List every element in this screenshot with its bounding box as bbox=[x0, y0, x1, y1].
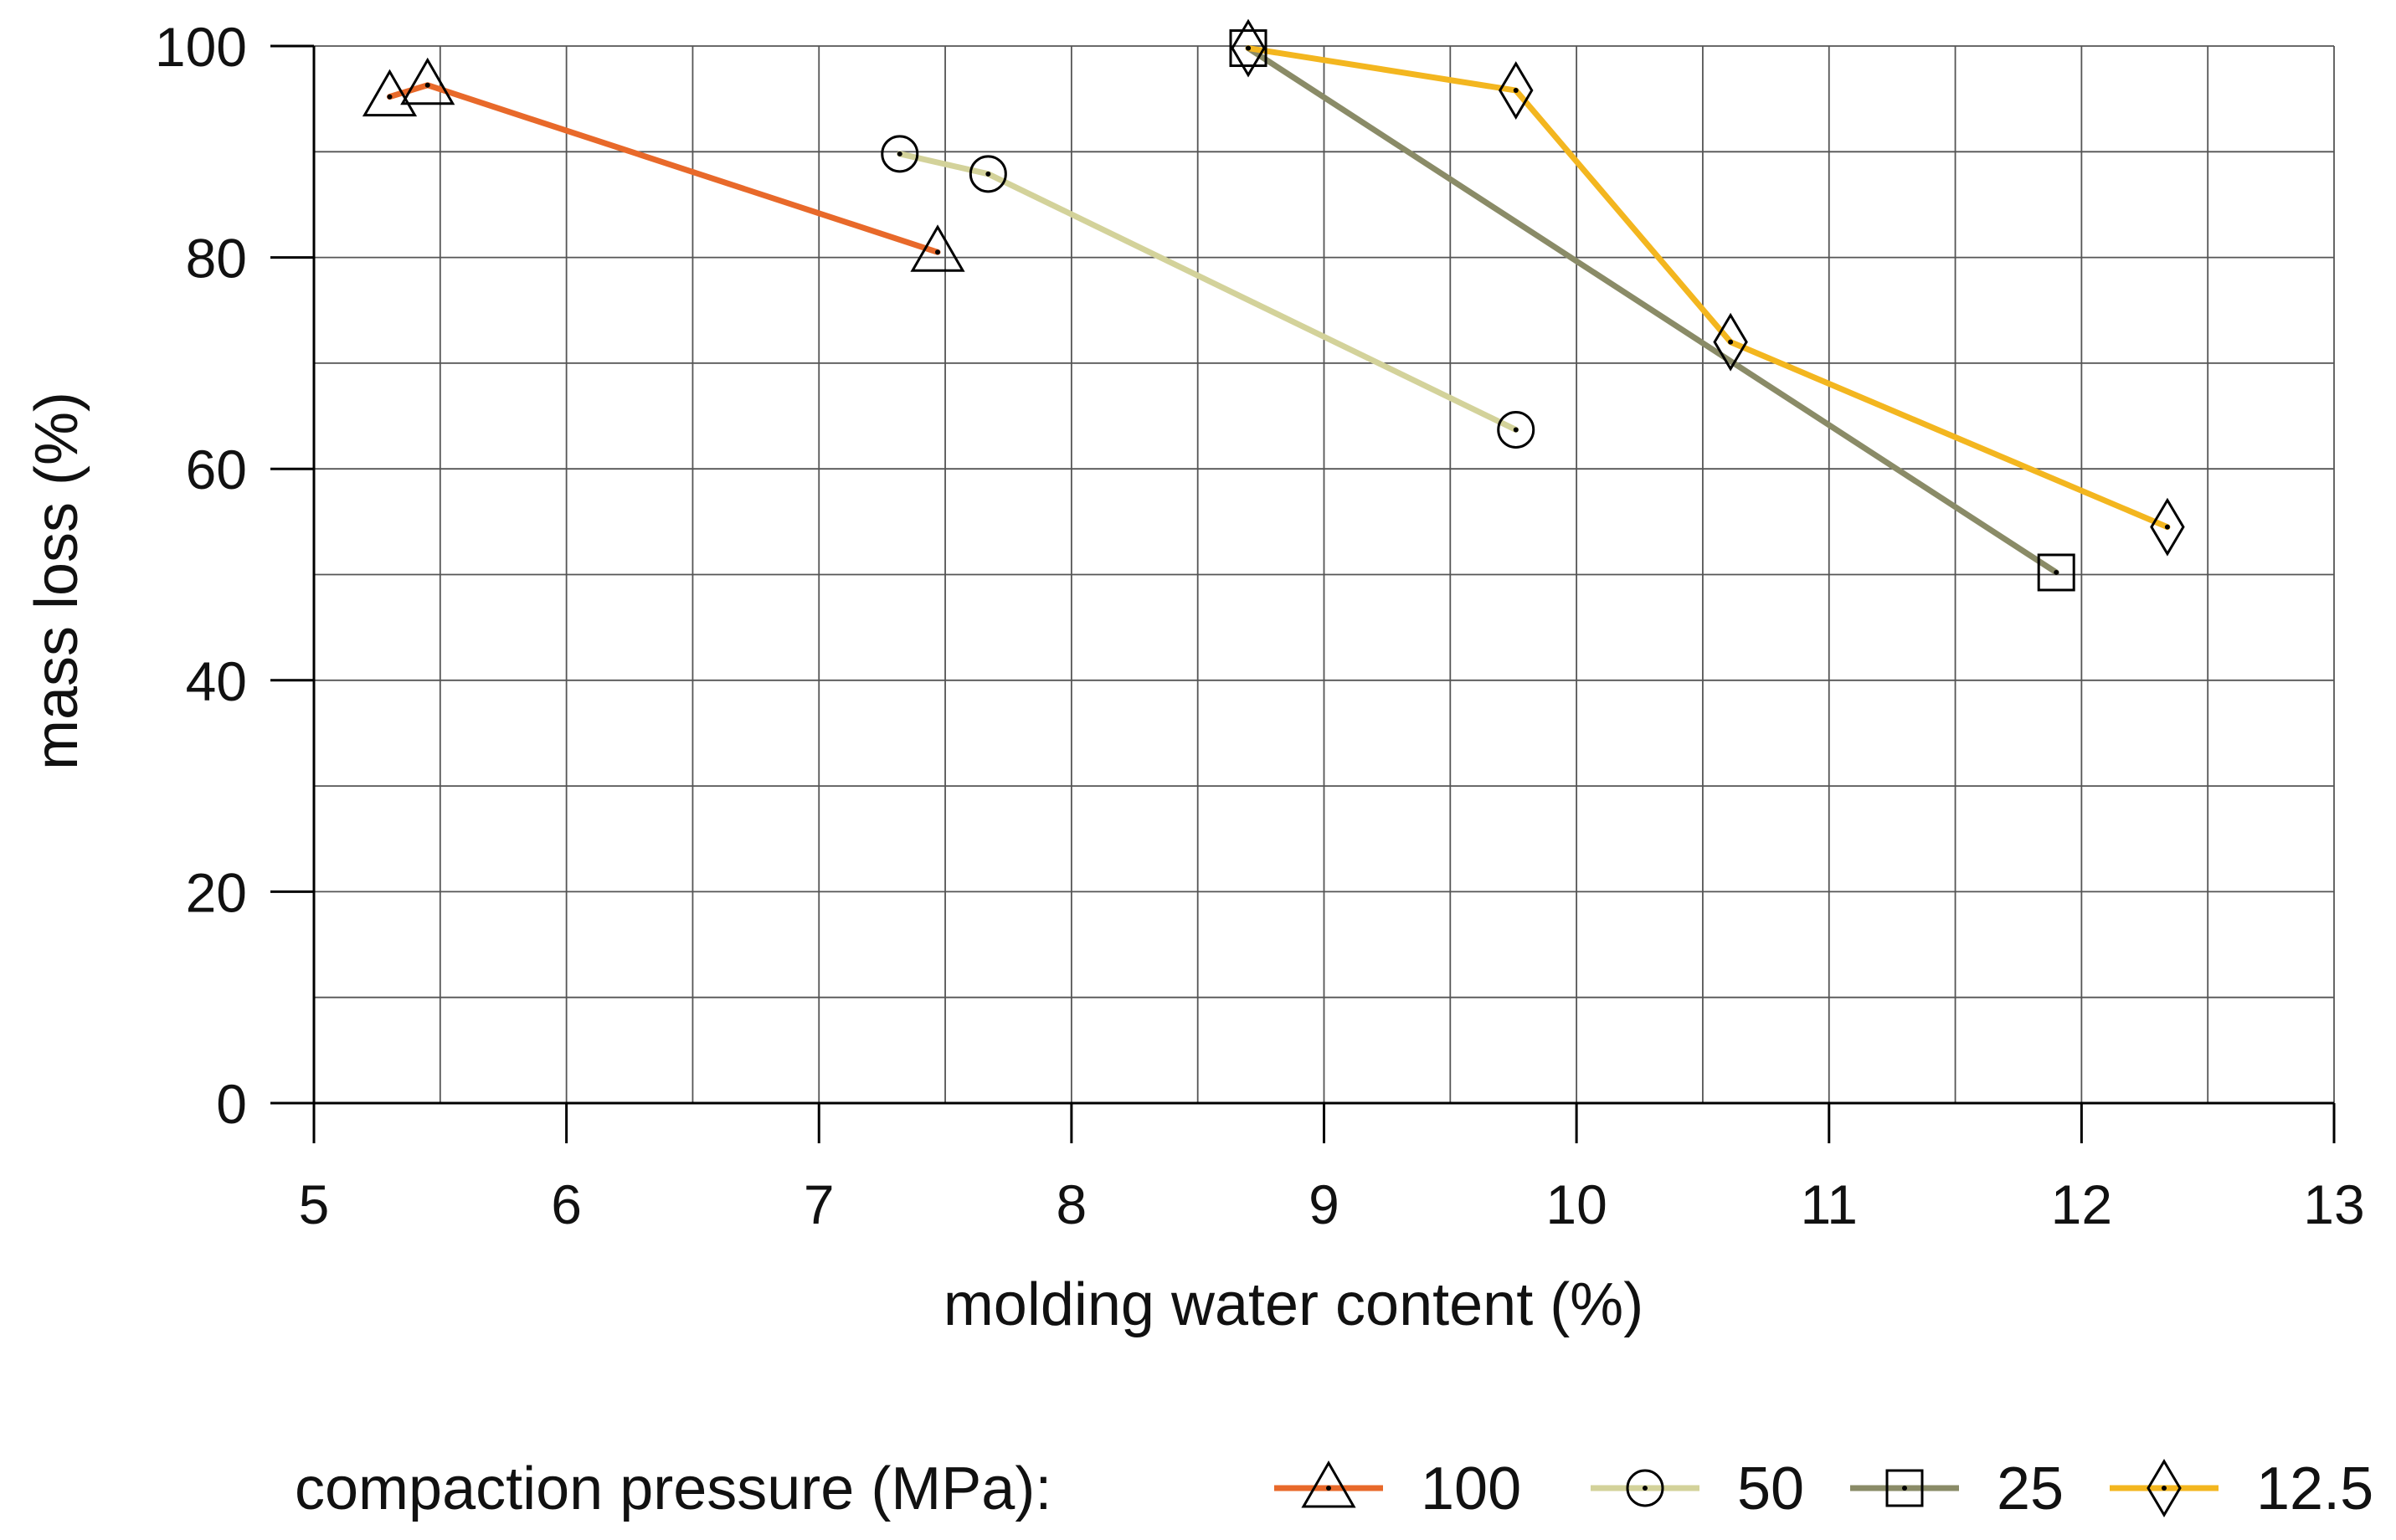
y-tick-label: 100 bbox=[155, 16, 247, 78]
marker-center-dot bbox=[1728, 339, 1734, 345]
marker-shape bbox=[881, 135, 919, 173]
series-line-12.5 bbox=[1245, 45, 2171, 531]
y-tick-label: 0 bbox=[216, 1073, 247, 1135]
data-point-25 bbox=[2037, 553, 2075, 592]
legend-label: 100 bbox=[1421, 1455, 1521, 1522]
data-point-100 bbox=[400, 57, 455, 105]
legend-marker bbox=[1626, 1469, 1664, 1507]
marker-center-dot bbox=[424, 82, 430, 88]
x-tick-labels: 5 6 7 8 9 10 11 12 13 bbox=[299, 1173, 2365, 1235]
marker-shape bbox=[400, 57, 455, 105]
legend-item-50: 50 bbox=[1591, 1455, 1804, 1522]
legend-marker bbox=[1885, 1469, 1924, 1507]
marker-center-dot bbox=[985, 171, 991, 177]
marker-center-dot bbox=[1246, 45, 1252, 51]
series-line-50 bbox=[897, 151, 1519, 433]
y-tick-label: 40 bbox=[186, 650, 247, 712]
marker-shape bbox=[1626, 1469, 1664, 1507]
data-point-12.5 bbox=[1713, 312, 1748, 372]
axes bbox=[270, 44, 2336, 1143]
grid bbox=[314, 45, 2335, 1103]
y-tick-label: 60 bbox=[186, 439, 247, 501]
marker-center-dot bbox=[1513, 427, 1519, 433]
y-tick-labels: 0 20 40 60 80 100 bbox=[155, 16, 247, 1135]
legend-title: compaction pressure (MPa): bbox=[295, 1455, 1051, 1522]
x-tick-label: 13 bbox=[2303, 1173, 2364, 1235]
series-line-25 bbox=[1245, 45, 2059, 576]
marker-shape bbox=[969, 155, 1007, 193]
marker-shape bbox=[910, 224, 965, 272]
x-tick-label: 9 bbox=[1309, 1173, 1339, 1235]
marker-shape bbox=[1231, 18, 1266, 78]
marker-center-dot bbox=[1513, 88, 1519, 94]
marker-center-dot bbox=[2162, 1486, 2167, 1491]
x-tick-label: 5 bbox=[299, 1173, 330, 1235]
marker-center-dot bbox=[387, 94, 393, 100]
x-tick-label: 8 bbox=[1057, 1173, 1087, 1235]
marker-center-dot bbox=[897, 151, 902, 157]
marker-center-dot bbox=[2054, 569, 2059, 575]
marker-center-dot bbox=[1643, 1486, 1648, 1491]
marker-shape bbox=[1498, 61, 1534, 120]
legend-item-25: 25 bbox=[1850, 1455, 2064, 1522]
y-tick-label: 20 bbox=[186, 861, 247, 923]
x-tick-label: 7 bbox=[804, 1173, 835, 1235]
marker-shape bbox=[362, 69, 418, 117]
legend-marker bbox=[2147, 1459, 2182, 1517]
marker-shape bbox=[1497, 410, 1535, 449]
marker-shape bbox=[1301, 1460, 1356, 1508]
marker-center-dot bbox=[1902, 1486, 1907, 1491]
legend-marker bbox=[1301, 1460, 1356, 1508]
marker-shape bbox=[1885, 1469, 1924, 1507]
marker-shape bbox=[1229, 29, 1267, 68]
data-point-100 bbox=[910, 224, 965, 272]
legend-label: 25 bbox=[1997, 1455, 2064, 1522]
marker-shape bbox=[1713, 312, 1748, 372]
y-axis-title: mass loss (%) bbox=[23, 392, 90, 770]
data-point-50 bbox=[1497, 410, 1535, 449]
data-point-50 bbox=[969, 155, 1007, 193]
legend-label: 12.5 bbox=[2256, 1455, 2373, 1522]
x-tick-label: 11 bbox=[1800, 1173, 1858, 1235]
legend: compaction pressure (MPa): 100 50 25 12.5 bbox=[295, 1455, 2373, 1522]
data-point-100 bbox=[362, 69, 418, 117]
x-tick-label: 6 bbox=[551, 1173, 582, 1235]
marker-shape bbox=[2150, 497, 2185, 557]
data-point-12.5 bbox=[2150, 497, 2185, 557]
x-tick-label: 12 bbox=[2051, 1173, 2112, 1235]
marker-shape bbox=[2037, 553, 2075, 592]
series-group bbox=[362, 18, 2185, 592]
x-axis-title: molding water content (%) bbox=[943, 1271, 1643, 1338]
x-tick-label: 10 bbox=[1545, 1173, 1607, 1235]
legend-item-12.5: 12.5 bbox=[2110, 1455, 2373, 1522]
data-point-12.5 bbox=[1498, 61, 1534, 120]
data-point-50 bbox=[881, 135, 919, 173]
marker-center-dot bbox=[935, 249, 941, 255]
legend-item-100: 100 bbox=[1274, 1455, 1521, 1522]
marker-center-dot bbox=[2164, 524, 2170, 530]
marker-center-dot bbox=[1326, 1486, 1331, 1491]
legend-label: 50 bbox=[1737, 1455, 1804, 1522]
data-point-12.5 bbox=[1231, 18, 1266, 78]
series-line-100 bbox=[386, 82, 941, 255]
y-tick-label: 80 bbox=[186, 228, 247, 290]
marker-shape bbox=[2147, 1459, 2182, 1517]
